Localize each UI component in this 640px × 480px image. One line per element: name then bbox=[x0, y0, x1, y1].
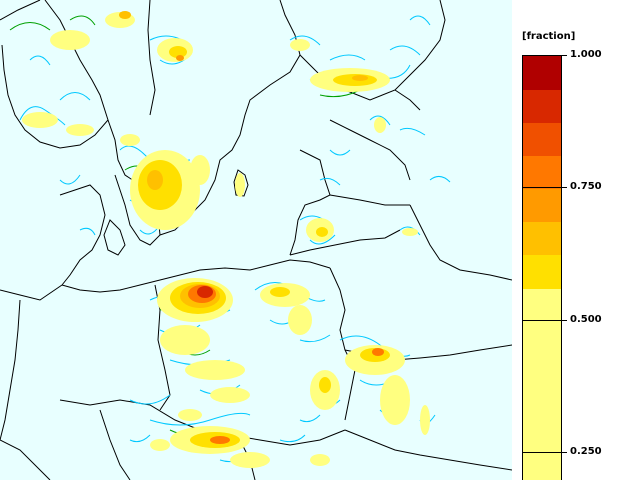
map-panel bbox=[0, 0, 513, 480]
colorbar-tick-label: 1.000 bbox=[570, 49, 602, 60]
colorbar-segment bbox=[523, 254, 561, 289]
colorbar-tick bbox=[522, 187, 567, 189]
fraction-map bbox=[0, 0, 513, 480]
colorbar-segment bbox=[523, 221, 561, 256]
colorbar-tick-label: 0.500 bbox=[570, 313, 602, 325]
colorbar-legend: [fraction] 1.000 0.750 0.500 0.250 bbox=[512, 0, 640, 480]
colorbar bbox=[522, 55, 562, 480]
fraction-patches bbox=[22, 11, 430, 468]
colorbar-segment bbox=[523, 320, 561, 480]
colorbar-segment bbox=[523, 89, 561, 124]
colorbar-segment bbox=[523, 188, 561, 223]
colorbar-tick bbox=[522, 319, 567, 321]
colorbar-segment bbox=[523, 155, 561, 190]
colorbar-segment bbox=[523, 56, 561, 91]
map-background bbox=[0, 0, 512, 480]
colorbar-tick bbox=[522, 55, 567, 56]
legend-unit: [fraction] bbox=[522, 31, 576, 42]
colorbar-tick-label: 0.250 bbox=[570, 446, 602, 457]
colorbar-segment bbox=[523, 122, 561, 157]
colorbar-segment bbox=[523, 287, 561, 322]
colorbar-tick-label: 0.750 bbox=[570, 181, 602, 193]
colorbar-tick bbox=[522, 452, 567, 453]
